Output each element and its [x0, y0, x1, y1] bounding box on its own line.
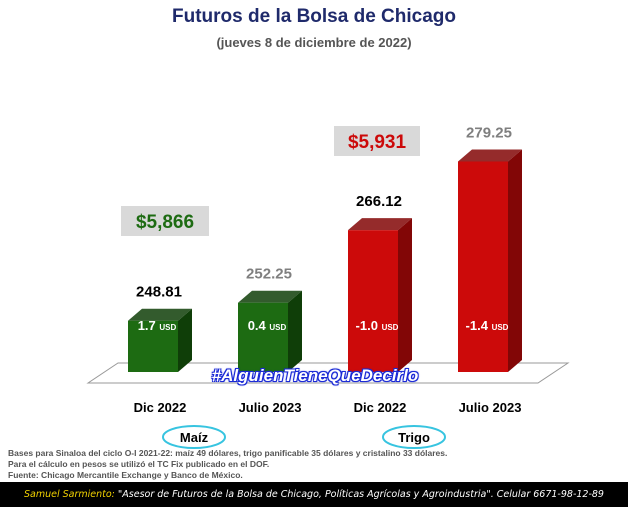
bar-top [128, 308, 192, 321]
price-box [121, 206, 209, 236]
bar-value-label: 279.25 [466, 124, 512, 141]
footer-author: Samuel Sarmiento: [24, 489, 115, 500]
category-label: Julio 2023 [239, 400, 302, 415]
bar [458, 161, 508, 372]
group-ring [162, 425, 226, 449]
bar-change-label: -1.4 USD [466, 318, 509, 333]
bar-top [348, 218, 412, 231]
bar-change-label: 0.4 USD [248, 318, 287, 333]
bar-side [508, 149, 522, 372]
hashtag-watermark: #AlguienTieneQueDecirlo [211, 366, 419, 385]
group-label: Maíz [180, 430, 209, 445]
note-line-1: Bases para Sinaloa del ciclo O-I 2021-22… [8, 448, 448, 458]
price-label: $5,931 [348, 132, 407, 153]
bar-side [398, 218, 412, 372]
price-label: $5,866 [136, 212, 194, 233]
bar [238, 302, 288, 372]
floor-plane [86, 362, 570, 384]
note-line-3: Fuente: Chicago Mercantile Exchange y Ba… [8, 470, 243, 480]
chart-floor [86, 362, 570, 384]
bars-group [128, 149, 522, 372]
note-line-2: Para el cálculo en pesos se utilizó el T… [8, 459, 270, 469]
bar-change-label: 1.7 USD [138, 318, 177, 333]
category-label: Dic 2022 [134, 400, 187, 415]
bar-value-label: 252.25 [246, 266, 292, 283]
bar-value-label: 266.12 [356, 193, 402, 210]
footer-credit: Samuel Sarmiento: "Asesor de Futuros de … [0, 489, 628, 500]
bar-top [458, 149, 522, 162]
bar-side [178, 308, 192, 372]
page-title: Futuros de la Bolsa de Chicago [172, 6, 456, 27]
footer-bar [0, 482, 628, 507]
bar [128, 320, 178, 372]
bar [348, 230, 398, 372]
group-ring [382, 425, 446, 449]
group-label: Trigo [398, 430, 430, 445]
bar-value-label: 248.81 [136, 284, 182, 301]
bar-change-label: -1.0 USD [356, 318, 399, 333]
footer-description: "Asesor de Futuros de la Bolsa de Chicag… [114, 489, 604, 500]
bar-chart: 248.81 1.7 USD Dic 2022 252.25 0.4 USD Julio … [86, 124, 570, 449]
category-label: Julio 2023 [459, 400, 522, 415]
bar-top [238, 290, 302, 303]
page-subtitle: (jueves 8 de diciembre de 2022) [216, 35, 412, 50]
bar-side [288, 290, 302, 372]
price-box [334, 126, 420, 156]
category-label: Dic 2022 [354, 400, 407, 415]
labels-group: 248.81 1.7 USD Dic 2022 252.25 0.4 USD Julio … [121, 124, 522, 449]
